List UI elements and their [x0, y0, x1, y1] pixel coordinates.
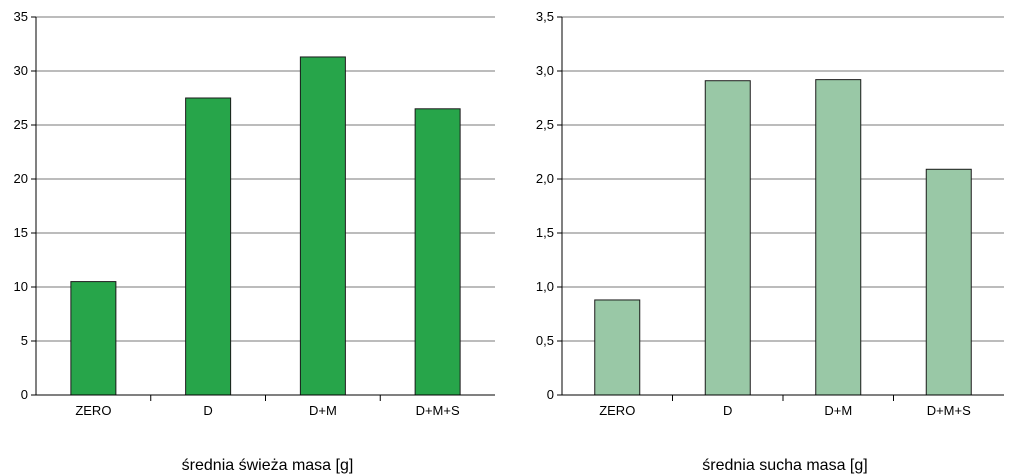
bar-d-plus-m-plus-s	[414, 108, 461, 396]
bar-zero	[70, 281, 117, 396]
y-tick-label: 0	[547, 387, 554, 402]
x-tick-label: ZERO	[599, 403, 635, 418]
x-tick-label: D+M	[309, 403, 337, 418]
bar-d	[704, 80, 751, 396]
y-tick-label: 0,5	[536, 333, 554, 348]
y-tick-label: 3,5	[536, 9, 554, 24]
y-tick-label: 0	[21, 387, 28, 402]
chart-dry-mass: 0 0,5 1,0 1,5 2,0 2,5 3,0 3,5 ZERO D D+M D+M+S średn…	[536, 9, 1004, 474]
y-tick-label: 25	[14, 117, 28, 132]
y-tick-label: 15	[14, 225, 28, 240]
y-tick-label: 10	[14, 279, 28, 294]
bar-d	[185, 97, 232, 396]
x-axis-title: średnia sucha masa [g]	[702, 457, 867, 474]
x-tick-label: D	[723, 403, 732, 418]
bar-d-plus-m-plus-s	[925, 168, 972, 396]
x-tick-label: D+M+S	[416, 403, 460, 418]
y-tick-label: 35	[14, 9, 28, 24]
bar-d-plus-m	[815, 79, 862, 396]
x-tick-label: D	[203, 403, 212, 418]
bar-zero	[594, 299, 641, 396]
y-tick-label: 20	[14, 171, 28, 186]
bar-d-plus-m	[299, 56, 346, 396]
y-tick-label: 2,0	[536, 171, 554, 186]
y-tick-label: 2,5	[536, 117, 554, 132]
y-tick-label: 3,0	[536, 63, 554, 78]
chart-fresh-mass: 0 5 10 15 20 25 30 35 ZERO D D+M D+M+S średnia śwież…	[14, 9, 495, 474]
y-tick-label: 5	[21, 333, 28, 348]
y-tick-label: 30	[14, 63, 28, 78]
y-tick-label: 1,0	[536, 279, 554, 294]
x-tick-label: ZERO	[75, 403, 111, 418]
x-tick-label: D+M	[824, 403, 852, 418]
x-tick-label: D+M+S	[927, 403, 971, 418]
y-tick-label: 1,5	[536, 225, 554, 240]
x-axis-title: średnia świeża masa [g]	[182, 457, 354, 474]
